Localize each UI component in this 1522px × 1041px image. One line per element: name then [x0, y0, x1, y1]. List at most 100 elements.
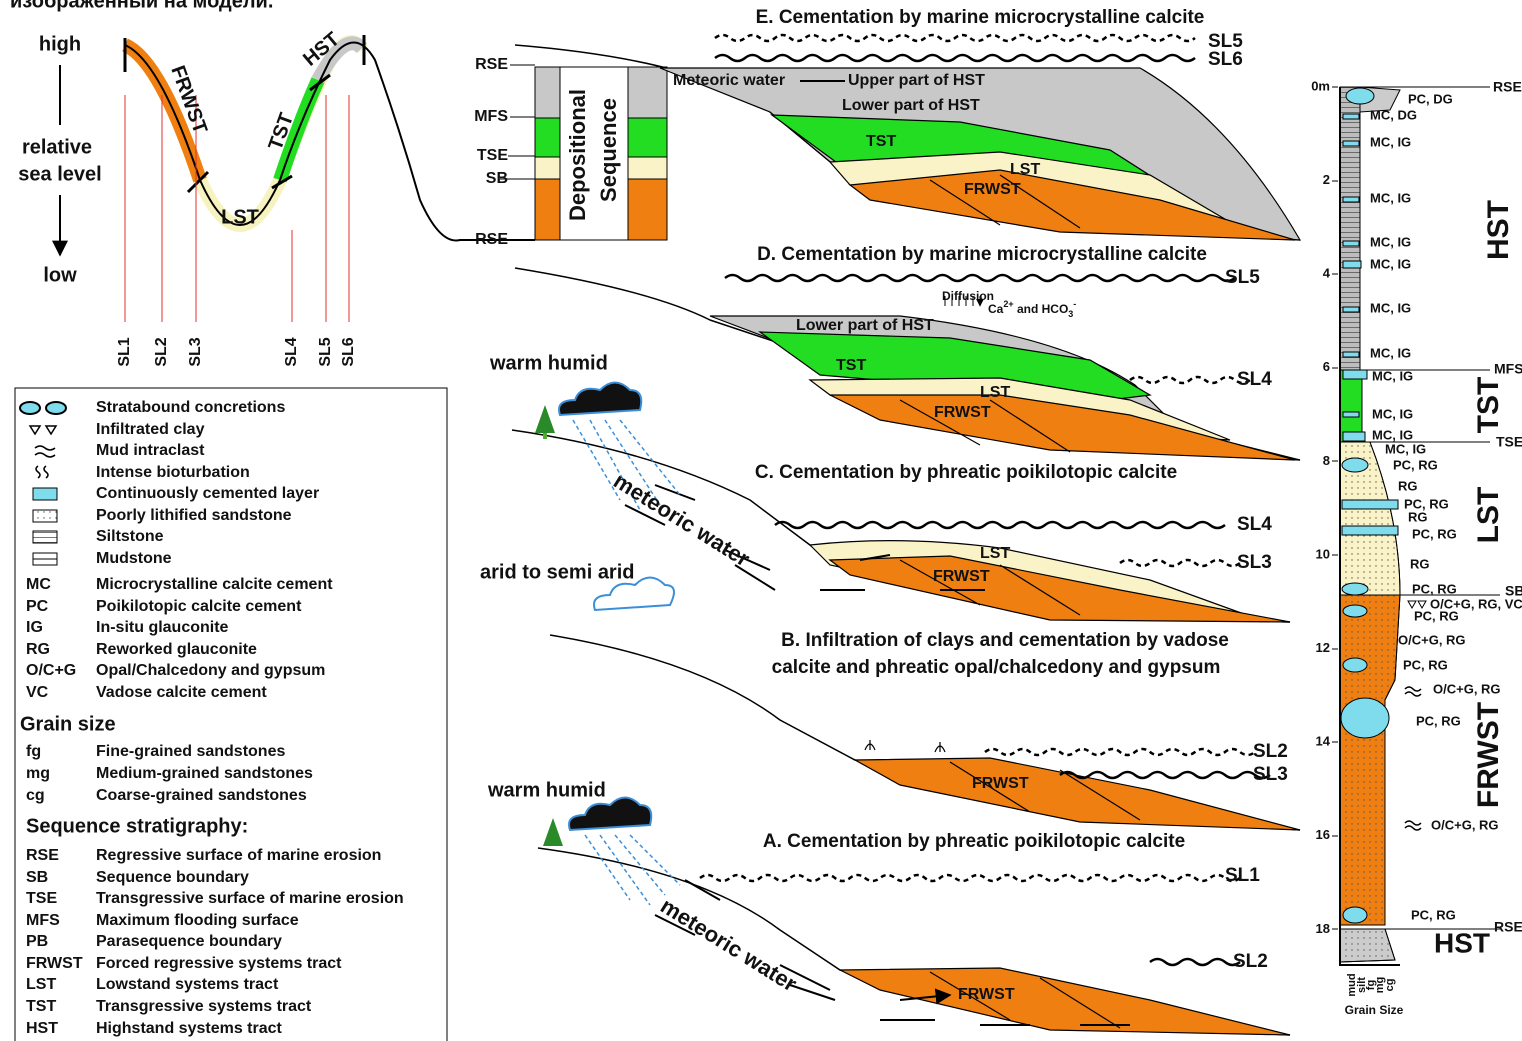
- legend-item: Poorly lithified sandstone: [96, 507, 292, 524]
- log-annotation: MC, IG: [1370, 134, 1411, 149]
- tract-label: HST: [1482, 200, 1515, 260]
- depth-label: 12: [1316, 640, 1330, 655]
- shape: [1343, 241, 1359, 246]
- log-annotation: RG: [1398, 478, 1418, 493]
- shape: [1408, 601, 1426, 608]
- shape: [1342, 526, 1398, 535]
- panel-label: FRWST: [933, 568, 990, 585]
- shape: [1343, 370, 1367, 379]
- legend-item: Coarse-grained sandstones: [96, 787, 307, 804]
- shape: [1343, 141, 1359, 146]
- sea-level-curve: [60, 35, 535, 322]
- panel-label: FRWST: [964, 181, 1021, 198]
- shape: [855, 758, 1300, 830]
- grain-size-label: cg: [1384, 979, 1396, 992]
- legend-abbr: cg: [26, 787, 45, 804]
- chemistry-label: Ca2+ and HCO3-: [988, 299, 1076, 319]
- shape: [33, 531, 57, 543]
- sea-level-label: SL5: [317, 337, 334, 366]
- legend-item: Regressive surface of marine erosion: [96, 847, 381, 864]
- surface-label: TSE: [1496, 434, 1522, 450]
- legend-item: Siltstone: [96, 528, 164, 545]
- shape: [585, 835, 680, 905]
- sea-level-label: SL1: [116, 337, 133, 366]
- legend-item: Stratabound concretions: [96, 399, 285, 416]
- panel-label: arid to semi arid: [480, 561, 635, 583]
- legend-item: Transgressive surface of marine erosion: [96, 890, 404, 907]
- panel-label: Upper part of HST: [848, 72, 985, 89]
- shape: [1343, 658, 1367, 672]
- chemistry-part: 2+: [1003, 299, 1013, 309]
- shape: [1340, 929, 1395, 962]
- depth-label: 8: [1323, 453, 1330, 468]
- legend-abbr: fg: [26, 743, 41, 760]
- log-annotation: RG: [1408, 509, 1428, 524]
- shape: [33, 488, 57, 500]
- legend-item: Maximum flooding surface: [96, 912, 299, 929]
- grain-size-title: Grain Size: [1345, 1003, 1404, 1017]
- panel-label: warm humid: [489, 352, 608, 374]
- panel-label: FRWST: [958, 986, 1015, 1003]
- tract-label: TST: [1472, 377, 1505, 434]
- log-annotation: PC, RG: [1412, 581, 1457, 596]
- shape: [35, 446, 55, 457]
- sea-level-line: [1130, 377, 1250, 383]
- legend-item: Infiltrated clay: [96, 421, 205, 438]
- panel-label: LST: [980, 384, 1010, 401]
- depth-label: 16: [1316, 827, 1330, 842]
- panel-label: FRWST: [972, 775, 1029, 792]
- legend-item: Highstand systems tract: [96, 1020, 283, 1037]
- sea-level-label: SL4: [1237, 369, 1272, 390]
- depth-label: 0m: [1311, 78, 1330, 93]
- surface-label: RSE: [475, 231, 508, 248]
- legend-abbr: TST: [26, 998, 56, 1015]
- legend-item: Sequence boundary: [96, 869, 249, 886]
- shape: [1342, 458, 1368, 472]
- chemistry-part: Ca: [988, 302, 1004, 316]
- shape: [46, 402, 66, 414]
- sea-level-line: [1150, 959, 1240, 965]
- legend-item: Forced regressive systems tract: [96, 955, 342, 972]
- legend-item: Lowstand systems tract: [96, 976, 279, 993]
- panel-title: E. Cementation by marine microcrystallin…: [756, 7, 1205, 28]
- legend-item: Vadose calcite cement: [96, 684, 267, 701]
- legend-abbr: VC: [26, 684, 49, 701]
- log-annotation: O/C+G, RG: [1398, 632, 1466, 647]
- depth-label: 10: [1316, 546, 1330, 561]
- legend-abbr: MC: [26, 576, 51, 593]
- legend-abbr: RSE: [26, 847, 59, 864]
- shape: [535, 118, 560, 157]
- shape: [543, 818, 563, 846]
- shape: [628, 179, 667, 240]
- log-annotation: O/C+G, RG: [1433, 681, 1501, 696]
- depth-label: 4: [1323, 266, 1331, 281]
- legend-item: Poikilotopic calcite cement: [96, 598, 302, 615]
- axis-label: relative: [22, 136, 92, 158]
- sea-level-label: SL5: [1225, 267, 1260, 288]
- sea-level-label: SL3: [1237, 552, 1272, 573]
- sea-level-label: SL2: [1253, 741, 1288, 762]
- legend-item: Parasequence boundary: [96, 933, 282, 950]
- legend-abbr: SB: [26, 869, 48, 886]
- legend-abbr: mg: [26, 765, 50, 782]
- log-annotation: PC, RG: [1411, 907, 1456, 922]
- legend-abbr: RG: [26, 641, 50, 658]
- shape: [1343, 197, 1359, 202]
- shape: [865, 740, 945, 752]
- log-annotation: O/C+G, RG: [1431, 817, 1499, 832]
- depth-label: 14: [1316, 734, 1331, 749]
- surface-label: MFS: [1494, 361, 1522, 377]
- chemistry-part: 3: [1068, 309, 1073, 319]
- legend-item: Opal/Chalcedony and gypsum: [96, 662, 325, 679]
- shape: [1343, 412, 1359, 417]
- panel-label: LST: [1010, 161, 1040, 178]
- panel-label: TST: [866, 133, 896, 150]
- legend-item: Microcrystalline calcite cement: [96, 576, 333, 593]
- log-annotation: MC, IG: [1370, 300, 1411, 315]
- legend-item: Mudstone: [96, 550, 172, 567]
- legend-item: Continuously cemented layer: [96, 485, 319, 502]
- sea-level-line: [985, 749, 1255, 755]
- shape: [1343, 307, 1359, 312]
- caption-fragment: изображенный на модели.: [10, 0, 273, 12]
- depth-label: 2: [1323, 172, 1330, 187]
